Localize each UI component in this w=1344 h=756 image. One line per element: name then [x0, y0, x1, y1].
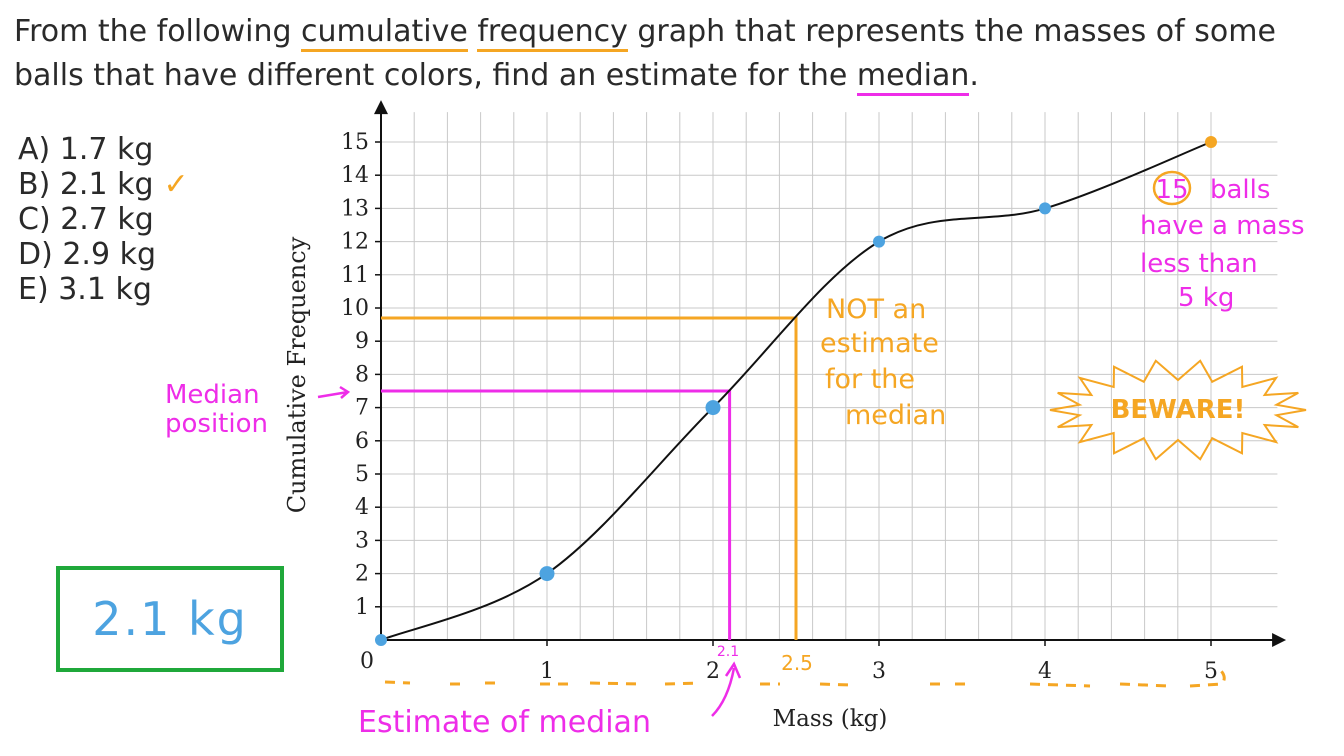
y-tick-label: 9	[355, 329, 369, 354]
y-tick-label: 8	[355, 362, 369, 387]
option-d-label: D) 2.9 kg	[18, 237, 157, 272]
x-tick-label: 5	[1204, 659, 1218, 684]
not-estimate-line-2: estimate	[820, 328, 939, 359]
median-x-value-label: 2.1	[717, 644, 739, 660]
question-part-1: From the following	[14, 14, 302, 49]
x-tick-label: 4	[1038, 659, 1052, 684]
data-point	[705, 400, 721, 416]
balls-note-line-4: 5 kg	[1178, 283, 1234, 313]
y-tick-label: 2	[355, 562, 369, 587]
option-b[interactable]: B) 2.1 kg ✓	[18, 167, 189, 202]
y-tick-label: 1	[355, 595, 369, 620]
x-tick-label: 3	[872, 659, 886, 684]
fifteen-circle-icon	[1152, 170, 1192, 206]
y-axis-label: Cumulative Frequency	[283, 236, 311, 513]
fifteen-label: 15	[1155, 175, 1188, 205]
frequency-word: frequency	[477, 14, 628, 52]
balls-note-line-2: have a mass	[1140, 211, 1305, 241]
x-axis-label: Mass (kg)	[773, 706, 888, 732]
estimate-arrow-icon	[711, 661, 742, 717]
option-e[interactable]: E) 3.1 kg	[18, 272, 189, 307]
cumulative-frequency-curve	[380, 141, 1212, 641]
y-tick-label: 15	[341, 130, 369, 155]
option-e-label: E) 3.1 kg	[18, 272, 152, 307]
x-axis-dashes-icon	[384, 666, 1226, 688]
x-tick-label: 2	[706, 659, 720, 684]
x-tick-label: 1	[540, 659, 554, 684]
y-tick-label: 13	[341, 196, 369, 221]
option-d[interactable]: D) 2.9 kg	[18, 237, 189, 272]
y-tick-label: 12	[341, 230, 369, 255]
not-estimate-line-3: for the	[825, 364, 915, 395]
wrong-x-value-label: 2.5	[781, 651, 813, 675]
y-tick-label: 5	[355, 462, 369, 487]
y-axis-arrow-icon	[374, 100, 388, 115]
y-tick-label: 6	[355, 429, 369, 454]
data-point	[873, 235, 885, 248]
option-c[interactable]: C) 2.7 kg	[18, 202, 189, 237]
question-text: From the following cumulative frequency …	[14, 10, 1334, 98]
balls-note-line-3: less than	[1140, 249, 1258, 279]
median-position-label-1: Median	[165, 380, 260, 410]
median-word: median	[856, 58, 970, 96]
y-tick-label: 3	[355, 528, 369, 553]
median-position-arrow-icon	[317, 385, 351, 399]
y-tick-label: 7	[355, 396, 369, 421]
option-c-label: C) 2.7 kg	[18, 202, 154, 237]
median-position-label-2: position	[165, 409, 268, 439]
data-point	[1205, 136, 1217, 148]
y-tick-label: 11	[341, 263, 369, 288]
y-tick-label: 4	[355, 495, 369, 520]
data-points	[375, 136, 1217, 646]
answer-text: 2.1 kg	[92, 592, 248, 646]
estimate-of-median-label: Estimate of median	[358, 705, 651, 740]
cumulative-word: cumulative	[301, 14, 468, 52]
y-tick-label: 14	[341, 163, 369, 188]
data-point	[375, 634, 387, 646]
option-b-label: B) 2.1 kg	[18, 167, 154, 202]
origin-label: 0	[360, 649, 374, 674]
data-point	[539, 566, 555, 582]
chart-axes	[374, 100, 1287, 647]
question-end: .	[969, 58, 979, 93]
y-tick-label: 10	[341, 296, 369, 321]
checkmark-icon: ✓	[163, 167, 189, 202]
balls-note-line-1: balls	[1210, 175, 1270, 205]
median-guide-line	[381, 389, 732, 640]
beware-label: BEWARE!	[1111, 395, 1246, 425]
question-part-2: graph that represents the masses of some…	[14, 14, 1276, 93]
option-a-label: A) 1.7 kg	[18, 132, 154, 167]
answer-options: A) 1.7 kg B) 2.1 kg ✓ C) 2.7 kg D) 2.9 kg…	[18, 132, 189, 307]
not-estimate-line-4: median	[845, 400, 946, 431]
data-point	[1039, 202, 1051, 215]
answer-box: 2.1 kg	[56, 566, 284, 672]
option-a[interactable]: A) 1.7 kg	[18, 132, 189, 167]
wrong-guide-line	[381, 316, 798, 640]
beware-burst-icon	[1049, 359, 1307, 461]
chart-guide-lines	[381, 316, 798, 640]
x-axis-arrow-icon	[1272, 633, 1287, 647]
not-estimate-line-1: NOT an	[826, 294, 926, 325]
